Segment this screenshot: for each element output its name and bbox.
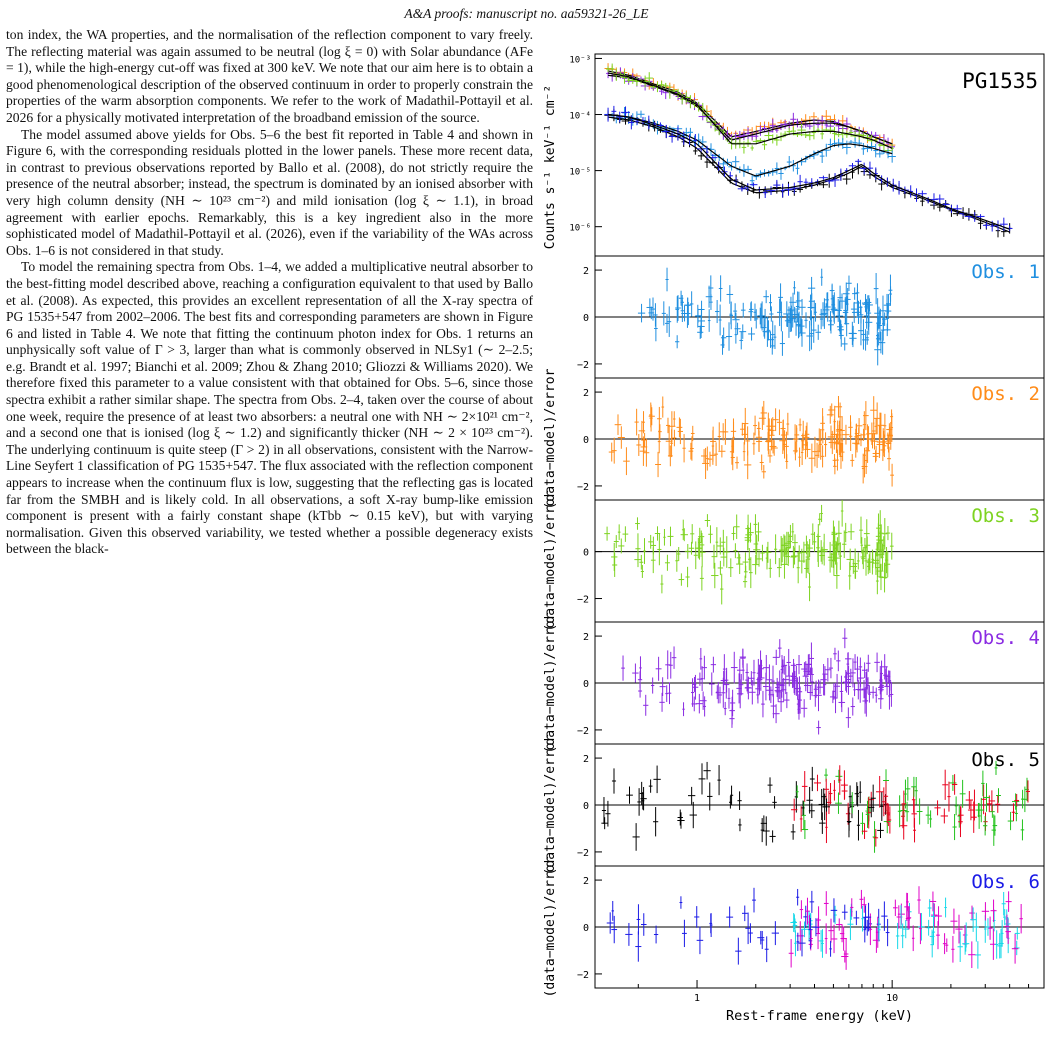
y-tick-label: 10⁻⁴ [569,112,591,122]
top-panel-ylabel: Counts s⁻¹ keV⁻¹ cm⁻² [543,85,558,249]
residual-ylabel: (data−model)/error [543,490,558,631]
spectrum-figure: 10⁻³ 10⁻⁴ 10⁻⁵ 10⁻⁶ Counts s⁻¹ keV⁻¹ cm⁻² PG1… [540,38,1053,1053]
paragraph: ton index, the WA properties, and the no… [6,27,533,125]
model-line [608,72,893,149]
y-tick-label: 2 [583,754,589,765]
body-text-column: ton index, the WA properties, and the no… [6,27,533,558]
y-tick-label: 0 [583,923,589,934]
residual-panel-label: Obs. 2 [971,383,1040,405]
y-tick-label: 10⁻⁶ [569,224,591,234]
paragraph: To model the remaining spectra from Obs.… [6,259,533,557]
x-tick-label: 10 [886,993,898,1004]
residual-ylabel: (data−model)/error [543,368,558,509]
paragraph: The model assumed above yields for Obs. … [6,126,533,258]
y-tick-label: 0 [583,313,589,324]
y-tick-label: −2 [577,970,589,981]
y-tick-label: 0 [583,548,589,559]
residual-panel-label: Obs. 6 [971,871,1040,893]
residual-panel-label: Obs. 3 [971,505,1040,527]
residual-panel-label: Obs. 5 [971,749,1040,771]
model-line [608,113,1010,230]
y-tick-label: 2 [583,876,589,887]
y-tick-label: 2 [583,388,589,399]
residual-ylabel: (data−model)/error [543,612,558,753]
x-axis-label: Rest-frame energy (keV) [726,1008,913,1024]
y-tick-label: 2 [583,266,589,277]
top-panel-label: PG1535 [962,69,1038,93]
x-tick-label: 1 [694,993,700,1004]
residual-panel-label: Obs. 4 [971,627,1040,649]
spectrum-figure-svg: 10⁻³ 10⁻⁴ 10⁻⁵ 10⁻⁶ Counts s⁻¹ keV⁻¹ cm⁻² PG1… [543,53,1045,1024]
model-line [608,116,1010,233]
y-tick-label: −2 [577,482,589,493]
running-header: A&A proofs: manuscript no. aa59321-26_LE [404,6,649,21]
y-tick-label: 0 [583,679,589,690]
y-tick-label: 2 [583,632,589,643]
y-tick-label: −2 [577,595,589,606]
residual-panel-label: Obs. 1 [971,261,1040,283]
y-tick-label: 0 [583,435,589,446]
y-tick-label: 0 [583,801,589,812]
y-tick-label: 10⁻³ [569,55,591,65]
residual-ylabel: (data−model)/error [543,734,558,875]
y-tick-label: 10⁻⁵ [569,168,591,178]
residual-ylabel: (data−model)/error [543,856,558,997]
y-tick-label: −2 [577,726,589,737]
y-tick-label: −2 [577,848,589,859]
y-tick-label: −2 [577,360,589,371]
